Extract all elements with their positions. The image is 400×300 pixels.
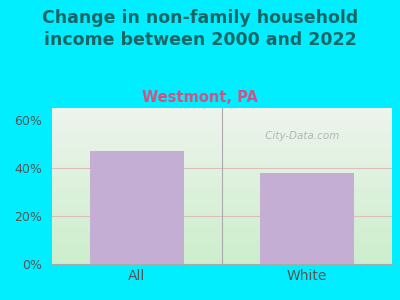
Bar bbox=[90, 151, 184, 264]
Text: Westmont, PA: Westmont, PA bbox=[142, 90, 258, 105]
Text: City-Data.com: City-Data.com bbox=[262, 131, 339, 141]
Bar bbox=[260, 173, 354, 264]
Text: Change in non-family household
income between 2000 and 2022: Change in non-family household income be… bbox=[42, 9, 358, 49]
